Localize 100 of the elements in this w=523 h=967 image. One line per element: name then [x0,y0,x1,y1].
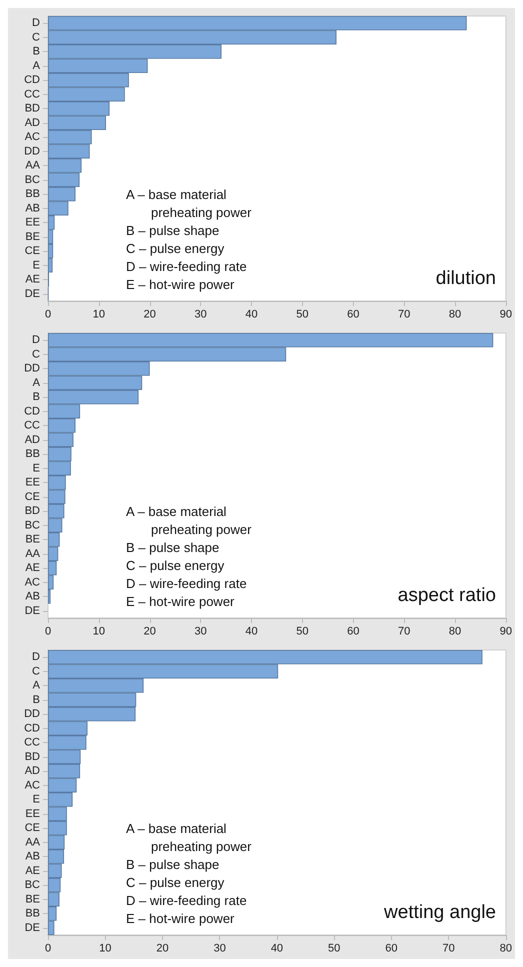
y-tick-label: C [32,348,40,360]
x-tick-label: 30 [194,308,207,320]
y-tick-label: BE [25,534,40,546]
y-tick-label: D [32,334,40,346]
y-tick-label: AC [24,779,40,792]
text: dilution [436,268,496,289]
y-tick-label: A [32,60,41,72]
y-tick-label: BC [24,174,40,186]
x-tick-label: 50 [296,626,309,638]
x-tick-label: 40 [270,942,284,954]
x-tick-label: 30 [194,626,207,638]
text: aspect ratio [398,585,496,606]
y-tick-label: BB [25,448,40,460]
x-tick-label: 70 [442,942,455,954]
y-tick-label: BE [25,893,40,906]
y-tick-label: B [32,46,40,58]
y-tick-label: AB [25,850,40,863]
y-tick-label: CE [24,822,40,834]
annotation: C – pulse energy [126,241,225,256]
annotation: D – wire-feeding rate [126,576,247,591]
y-tick-label: DD [24,145,40,158]
x-tick-label: 10 [92,308,105,320]
annotation: B – pulse shape [126,857,220,872]
y-tick-label: A [32,376,41,389]
annotation: D – wire-feeding rate [126,893,247,908]
annotation: E – hot-wire power [126,911,236,926]
x-tick-label: 30 [214,942,226,954]
y-tick-label: AD [24,116,40,129]
annotation: A – base material preheating power [126,504,252,537]
y-tick-label: AC [24,131,40,144]
x-tick-label: 70 [398,308,410,320]
annotation: E – hot-wire power [126,594,236,609]
y-tick-label: AE [25,864,40,877]
x-tick-label: 70 [398,626,410,638]
y-tick-label: DD [24,708,40,720]
y-tick-label: BC [24,879,40,892]
y-tick-label: CC [24,420,40,432]
x-tick-label: 60 [385,942,398,954]
y-tick-label: AD [24,434,40,446]
y-tick-label: DE [24,922,40,934]
x-tick-label: 0 [44,626,52,638]
y-tick-label: CE [24,490,40,503]
x-tick-label: 50 [296,308,309,320]
annotation: D – wire-feeding rate [126,259,247,274]
x-tick-label: 80 [448,626,462,638]
y-tick-label: D [32,17,40,30]
y-tick-label: AE [25,562,40,574]
y-tick-label: BC [24,519,40,532]
x-tick-label: 0 [44,308,52,320]
x-tick-label: 10 [92,626,105,638]
y-tick-label: E [32,259,40,272]
x-tick-label: 90 [500,626,512,638]
annotation: A – base material preheating power [126,821,252,854]
x-tick-label: 60 [347,626,360,638]
y-tick-label: EE [25,476,40,489]
y-tick-label: A [32,680,41,692]
y-tick-label: AC [24,576,40,588]
x-tick-label: 80 [500,942,512,954]
x-tick-label: 0 [44,942,52,954]
x-tick-label: 20 [156,942,169,954]
y-tick-label: CD [24,405,40,418]
y-tick-label: AA [25,836,41,848]
y-tick-label: C [32,665,40,678]
y-tick-label: DD [24,362,40,375]
y-tick-label: B [32,694,40,706]
y-tick-label: B [32,391,40,404]
y-tick-label: AE [25,274,40,286]
y-tick-label: BB [25,908,40,920]
annotation: C – pulse energy [126,875,225,890]
x-tick-label: 90 [500,308,512,320]
y-tick-label: AA [25,160,41,172]
x-tick-label: 50 [328,942,340,954]
y-tick-label: BD [24,750,40,763]
annotation: A – base material preheating power [126,187,252,220]
y-tick-label: CC [24,88,40,100]
y-tick-label: CD [24,74,40,86]
y-tick-label: AD [24,765,40,778]
y-tick-label: CC [24,736,40,749]
x-tick-label: 20 [144,626,156,638]
text: wetting angle [383,902,496,923]
y-tick-label: BB [25,188,40,200]
y-tick-label: EE [25,216,40,229]
y-tick-label: AB [25,590,40,603]
y-tick-label: CE [24,245,40,258]
y-tick-label: E [32,462,40,474]
y-tick-label: AB [25,202,40,214]
x-tick-label: 40 [245,626,258,638]
x-tick-label: 40 [245,308,258,320]
y-tick-label: BD [24,102,40,115]
x-tick-label: 60 [347,308,360,320]
annotation: E – hot-wire power [126,277,236,292]
y-tick-label: CD [24,722,40,734]
y-tick-label: BD [24,505,40,518]
x-tick-label: 80 [448,308,462,320]
y-tick-label: DE [24,604,40,617]
annotation: C – pulse energy [126,558,225,573]
y-tick-label: C [32,31,40,44]
y-tick-label: EE [25,808,40,820]
y-tick-label: DE [24,288,40,300]
y-tick-label: AA [25,548,41,560]
